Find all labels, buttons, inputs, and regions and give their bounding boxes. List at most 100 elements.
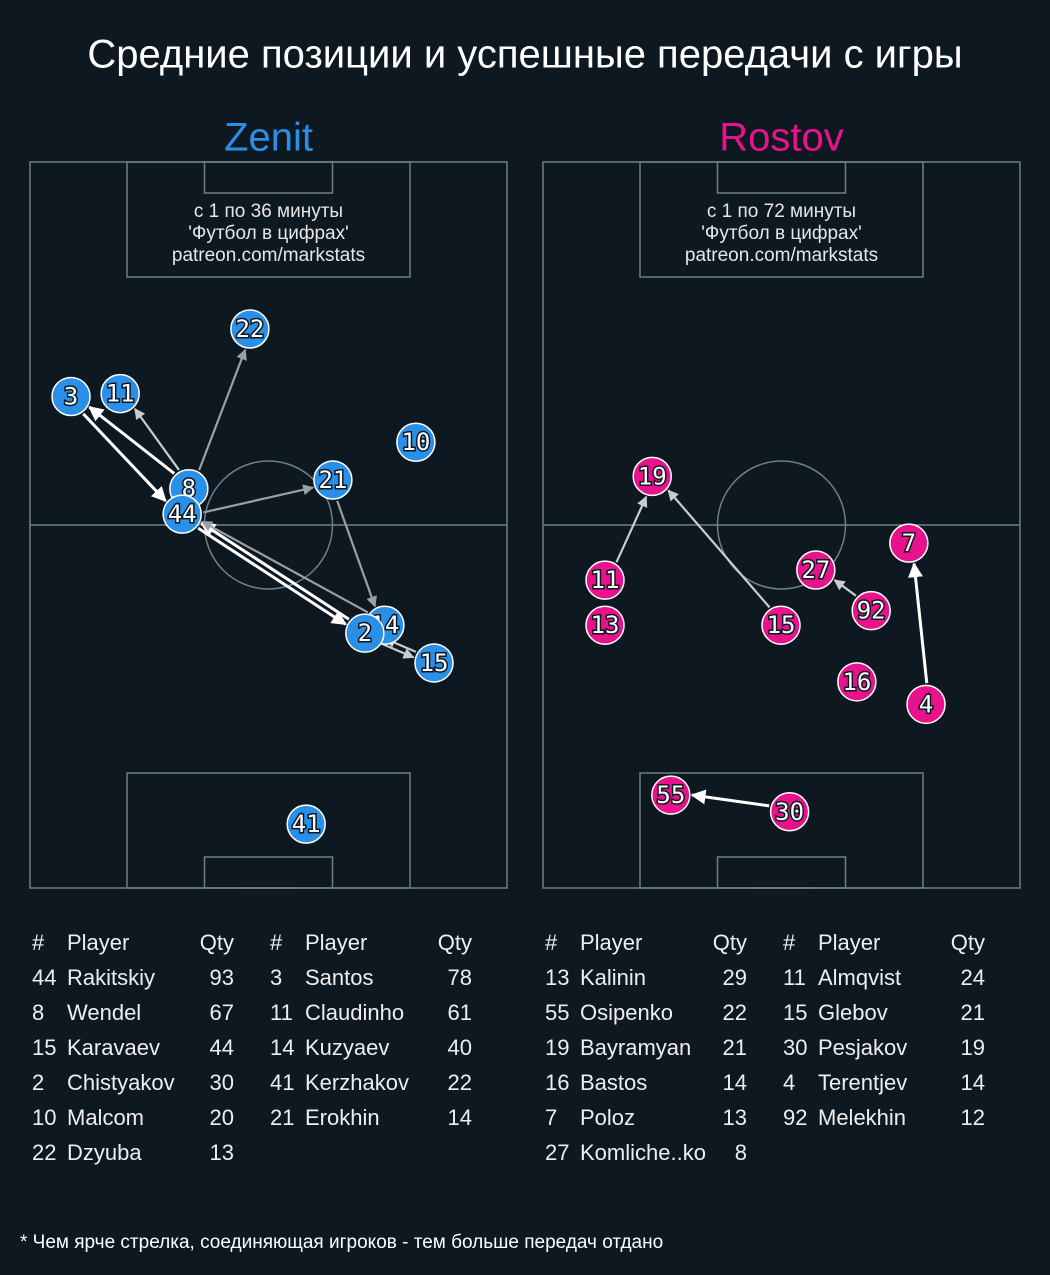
six-yard-box: [203, 856, 334, 889]
centre-circle: [716, 460, 847, 590]
table-cell: Kuzyaev: [305, 1035, 389, 1060]
player-number: 4: [919, 690, 933, 718]
player-number: 44: [168, 500, 197, 528]
table-cell: 13: [210, 1140, 234, 1165]
pass-arrow: [833, 579, 857, 597]
team-name: Rostov: [719, 116, 844, 160]
table-cell: Rakitskiy: [67, 965, 155, 990]
player-number: 15: [420, 649, 449, 677]
player-number: 15: [767, 611, 796, 639]
column-header: Qty: [713, 930, 747, 955]
player-node: [651, 775, 691, 815]
player-node: [345, 613, 385, 653]
column-header: #: [783, 930, 796, 955]
pass-arrow: [197, 526, 347, 626]
player-node: [906, 684, 946, 725]
pass-arrow: [201, 520, 369, 614]
table-cell: Komliche..ko: [580, 1140, 706, 1165]
player-number: 55: [656, 781, 685, 809]
table-cell: 4: [783, 1070, 795, 1095]
table-cell: 10: [32, 1105, 56, 1130]
table-cell: 14: [961, 1070, 985, 1095]
table-cell: 14: [448, 1105, 472, 1130]
pass-arrow: [88, 405, 176, 475]
table-cell: 11: [270, 1000, 293, 1025]
table-cell: 19: [961, 1035, 985, 1060]
table-cell: Osipenko: [580, 1000, 673, 1025]
player-number: 2: [358, 619, 372, 647]
pass-arrow: [615, 495, 648, 563]
column-header: Qty: [200, 930, 234, 955]
table-cell: 16: [545, 1070, 569, 1095]
pitch: [29, 161, 508, 889]
pitch: [542, 161, 1021, 889]
player-number: 19: [638, 462, 667, 490]
table-cell: 24: [961, 965, 985, 990]
table-cell: 7: [545, 1105, 557, 1130]
player-number: 11: [591, 566, 620, 594]
table-cell: Santos: [305, 965, 374, 990]
table-cell: 44: [210, 1035, 234, 1060]
table-cell: 11: [783, 965, 806, 990]
column-header: Player: [67, 930, 129, 955]
player-number: 21: [318, 466, 347, 494]
player-number: 30: [775, 798, 804, 826]
table-cell: 19: [545, 1035, 569, 1060]
table-cell: 78: [448, 965, 472, 990]
table-cell: 3: [270, 965, 282, 990]
table-cell: Pesjakov: [818, 1035, 907, 1060]
six-yard-box: [203, 161, 334, 194]
table-cell: 30: [210, 1070, 234, 1095]
table-cell: 15: [32, 1035, 56, 1060]
table-cell: Terentjev: [818, 1070, 907, 1095]
player-node: [632, 456, 672, 497]
table-cell: 22: [448, 1070, 472, 1095]
player-node: [851, 590, 891, 631]
column-header: Player: [818, 930, 880, 955]
table-cell: 40: [448, 1035, 472, 1060]
column-header: Qty: [438, 930, 472, 955]
pass-arrow: [667, 489, 771, 609]
pass-arrow: [82, 412, 167, 502]
table-cell: 8: [735, 1140, 747, 1165]
pitch-note: 'Футбол в цифрах': [701, 223, 861, 244]
player-number: 92: [857, 597, 886, 625]
table-cell: 55: [545, 1000, 569, 1025]
player-number: 10: [401, 428, 430, 456]
table-cell: Bastos: [580, 1070, 647, 1095]
table-cell: 44: [32, 965, 56, 990]
table-cell: 29: [723, 965, 747, 990]
table-cell: 27: [545, 1140, 569, 1165]
player-node: [585, 605, 625, 645]
player-node: [396, 422, 436, 462]
table-cell: Kalinin: [580, 965, 646, 990]
table-cell: 13: [723, 1105, 747, 1130]
table-cell: Chistyakov: [67, 1070, 175, 1095]
table-cell: 21: [961, 1000, 985, 1025]
pitch-note: с 1 по 72 минуты: [707, 201, 856, 222]
table-cell: 41: [270, 1070, 294, 1095]
player-node: [313, 460, 353, 500]
player-node: [100, 373, 140, 414]
table-cell: 22: [32, 1140, 56, 1165]
player-node: [286, 804, 326, 844]
table-cell: Wendel: [67, 1000, 141, 1025]
player-number: 3: [64, 382, 78, 410]
player-node: [162, 494, 202, 534]
pitch-note: 'Футбол в цифрах': [188, 223, 348, 244]
six-yard-box: [716, 856, 847, 889]
column-header: #: [270, 930, 283, 955]
player-number: 16: [842, 668, 871, 696]
table-cell: 14: [270, 1035, 294, 1060]
title: Средние позиции и успешные передачи с иг…: [87, 33, 962, 77]
table-cell: 30: [783, 1035, 807, 1060]
table-cell: Melekhin: [818, 1105, 906, 1130]
table-cell: Erokhin: [305, 1105, 380, 1130]
six-yard-box: [716, 161, 847, 194]
player-number: 41: [292, 810, 321, 838]
table-cell: 61: [448, 1000, 472, 1025]
table-cell: 67: [210, 1000, 234, 1025]
table-cell: 92: [783, 1105, 807, 1130]
pass-arrow: [198, 348, 247, 471]
